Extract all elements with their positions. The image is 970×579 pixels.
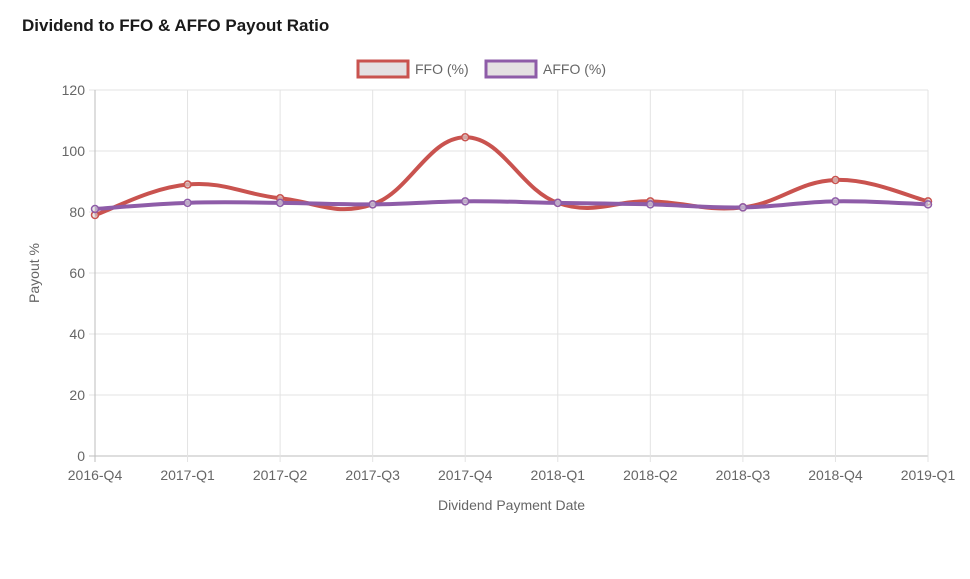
y-tick-label: 0 xyxy=(77,448,85,464)
y-tick-label: 20 xyxy=(69,387,85,403)
affo-data-point[interactable] xyxy=(738,203,748,212)
x-tick-label: 2017-Q4 xyxy=(438,467,493,483)
y-tick-label: 120 xyxy=(62,82,86,98)
affo-data-point[interactable] xyxy=(923,200,933,209)
x-axis-label: Dividend Payment Date xyxy=(438,497,585,513)
ffo-data-point[interactable] xyxy=(460,133,470,142)
affo-legend-label[interactable]: AFFO (%) xyxy=(543,61,606,77)
affo-data-point[interactable] xyxy=(90,204,100,214)
ffo-legend-label[interactable]: FFO (%) xyxy=(415,61,469,77)
page-title: Dividend to FFO & AFFO Payout Ratio xyxy=(22,16,330,35)
y-tick-label: 60 xyxy=(69,265,85,281)
x-tick-label: 2018-Q3 xyxy=(716,467,771,483)
affo-data-point[interactable] xyxy=(553,198,563,208)
affo-data-point[interactable] xyxy=(275,198,285,208)
x-tick-label: 2017-Q3 xyxy=(345,467,400,483)
affo-data-point[interactable] xyxy=(831,197,840,206)
y-axis-label: Payout % xyxy=(26,243,42,303)
y-tick-label: 80 xyxy=(69,204,85,220)
axes: 0 20 40 60 80 100 120 2016-Q4 2017-Q1 2017-Q2 2017… xyxy=(62,82,956,483)
x-tick-label: 2018-Q1 xyxy=(531,467,586,483)
affo-series-line xyxy=(94,199,929,211)
x-tick-label: 2016-Q4 xyxy=(68,467,123,483)
x-tick-label: 2019-Q1 xyxy=(901,467,956,483)
grid-lines xyxy=(89,89,929,462)
affo-data-point[interactable] xyxy=(646,200,655,209)
ffo-legend-swatch[interactable] xyxy=(356,59,410,79)
x-tick-label: 2018-Q4 xyxy=(808,467,863,483)
ffo-series-line xyxy=(94,135,929,217)
affo-data-point[interactable] xyxy=(368,200,377,209)
affo-legend-swatch[interactable] xyxy=(484,59,538,79)
x-tick-label: 2017-Q1 xyxy=(160,467,215,483)
x-tick-label: 2017-Q2 xyxy=(253,467,308,483)
affo-data-point[interactable] xyxy=(183,198,192,208)
ffo-data-point[interactable] xyxy=(831,175,840,185)
y-tick-label: 100 xyxy=(62,143,86,159)
ffo-data-point[interactable] xyxy=(183,180,192,189)
x-tick-label: 2018-Q2 xyxy=(623,467,678,483)
legend[interactable]: FFO (%) AFFO (%) xyxy=(356,59,606,79)
affo-data-point[interactable] xyxy=(460,197,470,206)
series-lines xyxy=(90,133,933,220)
y-tick-label: 40 xyxy=(69,326,85,342)
